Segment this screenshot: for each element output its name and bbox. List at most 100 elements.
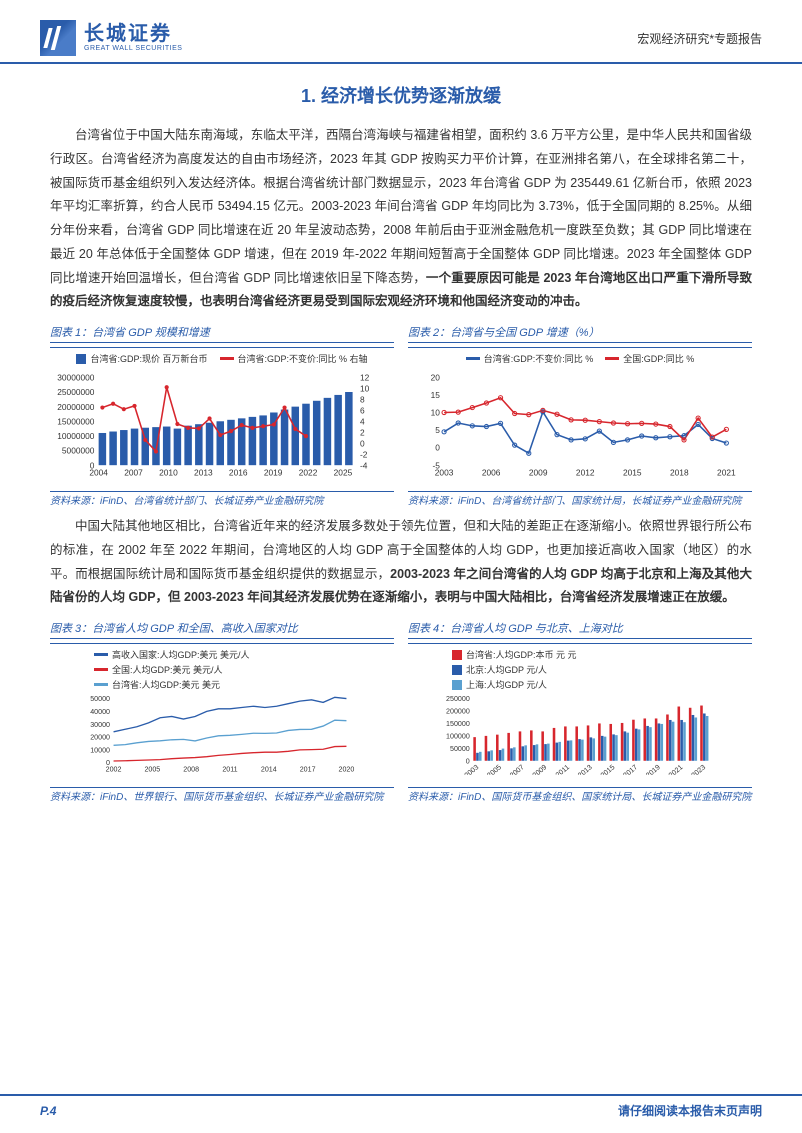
svg-text:50000: 50000 xyxy=(90,695,110,703)
svg-text:10: 10 xyxy=(360,383,370,393)
chart1-leg1: 台湾省:GDP:现价 百万新台币 xyxy=(90,352,207,365)
chart2-area: 台湾省:GDP:不变价:同比 % 全国:GDP:同比 % -505101520 … xyxy=(408,347,752,492)
svg-text:25000000: 25000000 xyxy=(57,387,95,397)
svg-text:6: 6 xyxy=(360,405,365,415)
footer-note: 请仔细阅读本报告末页声明 xyxy=(618,1102,762,1119)
chart3-svg: 01000020000300004000050000 2002200520082… xyxy=(54,695,390,775)
main-content: 1. 经济增长优势逐渐放缓 台湾省位于中国大陆东南海域，东临太平洋，西隔台湾海峡… xyxy=(0,64,802,805)
page-number: P.4 xyxy=(40,1104,56,1118)
chart1-svg: 0500000010000000150000002000000025000000… xyxy=(54,369,390,484)
para1-text: 台湾省位于中国大陆东南海域，东临太平洋，西隔台湾海峡与福建省相望，面积约 3.6… xyxy=(50,128,752,285)
chart4-legend: 台湾省:人均GDP:本币 元 元 北京:人均GDP 元/人 上海:人均GDP 元… xyxy=(412,648,748,691)
paragraph-1: 台湾省位于中国大陆东南海域，东临太平洋，西隔台湾海峡与福建省相望，面积约 3.6… xyxy=(50,124,752,314)
svg-text:-4: -4 xyxy=(360,460,368,470)
line-swatch xyxy=(94,683,108,686)
svg-text:2022: 2022 xyxy=(299,468,318,478)
svg-text:2017: 2017 xyxy=(622,763,639,775)
svg-text:2014: 2014 xyxy=(261,765,277,773)
bar-swatch xyxy=(452,680,462,690)
svg-text:2016: 2016 xyxy=(229,468,248,478)
svg-text:150000: 150000 xyxy=(446,720,470,728)
charts-row-1: 图表 1：台湾省 GDP 规模和增速 台湾省:GDP:现价 百万新台币 台湾省:… xyxy=(50,324,752,509)
chart1-title: 图表 1：台湾省 GDP 规模和增速 xyxy=(50,324,394,343)
chart1-source: 资料来源：iFinD、台湾省统计部门、长城证券产业金融研究院 xyxy=(50,495,394,509)
chart4-leg2: 北京:人均GDP 元/人 xyxy=(466,663,547,676)
svg-text:2015: 2015 xyxy=(599,763,616,775)
chart-4: 图表 4：台湾省人均 GDP 与北京、上海对比 台湾省:人均GDP:本币 元 元… xyxy=(408,620,752,805)
bar-swatch xyxy=(76,354,86,364)
chart4-leg3: 上海:人均GDP 元/人 xyxy=(466,678,547,691)
chart2-leg1: 台湾省:GDP:不变价:同比 % xyxy=(484,352,594,365)
svg-text:5: 5 xyxy=(435,425,440,435)
page-header: 长城证券 GREAT WALL SECURITIES 宏观经济研究*专题报告 xyxy=(0,0,802,64)
line-swatch xyxy=(466,357,480,360)
chart2-legend: 台湾省:GDP:不变价:同比 % 全国:GDP:同比 % xyxy=(412,352,748,365)
chart3-source: 资料来源：iFinD、世界银行、国际货币基金组织、长城证券产业金融研究院 xyxy=(50,791,394,805)
svg-text:2006: 2006 xyxy=(482,468,501,478)
chart2-source: 资料来源：iFinD、台湾省统计部门、国家统计局，长城证券产业金融研究院 xyxy=(408,495,752,509)
chart-1: 图表 1：台湾省 GDP 规模和增速 台湾省:GDP:现价 百万新台币 台湾省:… xyxy=(50,324,394,509)
chart4-source: 资料来源：iFinD、国际货币基金组织、国家统计局、长城证券产业金融研究院 xyxy=(408,791,752,805)
svg-text:2020: 2020 xyxy=(339,765,355,773)
svg-text:15000000: 15000000 xyxy=(57,416,95,426)
logo-icon xyxy=(40,20,76,56)
svg-text:2011: 2011 xyxy=(222,765,237,773)
svg-text:10000: 10000 xyxy=(90,746,110,754)
svg-text:20: 20 xyxy=(431,373,441,383)
chart-2: 图表 2：台湾省与全国 GDP 增速（%） 台湾省:GDP:不变价:同比 % 全… xyxy=(408,324,752,509)
header-category: 宏观经济研究*专题报告 xyxy=(637,30,762,47)
chart3-leg1: 高收入国家:人均GDP:美元 美元/人 xyxy=(112,648,250,661)
chart4-leg1: 台湾省:人均GDP:本币 元 元 xyxy=(466,648,577,661)
chart3-legend: 高收入国家:人均GDP:美元 美元/人 全国:人均GDP:美元 美元/人 台湾省… xyxy=(54,648,390,691)
chart3-leg2: 全国:人均GDP:美元 美元/人 xyxy=(112,663,223,676)
svg-text:20000: 20000 xyxy=(90,734,110,742)
chart4-svg: 050000100000150000200000250000 200320052… xyxy=(412,695,748,775)
chart3-leg3: 台湾省:人均GDP:美元 美元 xyxy=(112,678,220,691)
svg-text:100000: 100000 xyxy=(446,733,470,741)
bar-swatch xyxy=(452,650,462,660)
paragraph-2: 中国大陆其他地区相比，台湾省近年来的经济发展多数处于领先位置，但和大陆的差距正在… xyxy=(50,515,752,610)
chart4-area: 台湾省:人均GDP:本币 元 元 北京:人均GDP 元/人 上海:人均GDP 元… xyxy=(408,643,752,788)
svg-text:2009: 2009 xyxy=(529,468,548,478)
svg-text:40000: 40000 xyxy=(90,708,110,716)
line-swatch xyxy=(94,668,108,671)
chart-3: 图表 3：台湾省人均 GDP 和全国、高收入国家对比 高收入国家:人均GDP:美… xyxy=(50,620,394,805)
bar-swatch xyxy=(452,665,462,675)
svg-text:2013: 2013 xyxy=(194,468,213,478)
svg-text:2005: 2005 xyxy=(144,765,160,773)
svg-text:2021: 2021 xyxy=(717,468,736,478)
svg-text:8: 8 xyxy=(360,394,365,404)
svg-text:2018: 2018 xyxy=(670,468,689,478)
svg-text:200000: 200000 xyxy=(446,708,470,716)
svg-text:10: 10 xyxy=(431,408,441,418)
svg-text:12: 12 xyxy=(360,373,370,383)
chart1-legend: 台湾省:GDP:现价 百万新台币 台湾省:GDP:不变价:同比 % 右轴 xyxy=(54,352,390,365)
svg-text:2025: 2025 xyxy=(334,468,353,478)
svg-text:30000000: 30000000 xyxy=(57,373,95,383)
svg-text:20000000: 20000000 xyxy=(57,402,95,412)
svg-text:2: 2 xyxy=(360,427,365,437)
line-swatch xyxy=(605,357,619,360)
svg-text:2009: 2009 xyxy=(531,763,548,775)
chart2-title: 图表 2：台湾省与全国 GDP 增速（%） xyxy=(408,324,752,343)
chart2-svg: -505101520 2003200620092012201520182021 xyxy=(412,369,748,484)
svg-text:2010: 2010 xyxy=(159,468,178,478)
svg-text:2021: 2021 xyxy=(667,763,684,775)
svg-text:2012: 2012 xyxy=(576,468,595,478)
svg-text:2023: 2023 xyxy=(690,763,707,775)
svg-text:2008: 2008 xyxy=(183,765,199,773)
svg-text:0: 0 xyxy=(466,757,470,765)
svg-text:15: 15 xyxy=(431,390,441,400)
svg-text:2019: 2019 xyxy=(264,468,283,478)
svg-text:-2: -2 xyxy=(360,449,368,459)
line-swatch xyxy=(94,653,108,656)
svg-text:2007: 2007 xyxy=(124,468,143,478)
chart3-area: 高收入国家:人均GDP:美元 美元/人 全国:人均GDP:美元 美元/人 台湾省… xyxy=(50,643,394,788)
svg-text:2003: 2003 xyxy=(435,468,454,478)
page-footer: P.4 请仔细阅读本报告末页声明 xyxy=(0,1094,802,1119)
logo: 长城证券 GREAT WALL SECURITIES xyxy=(40,20,182,56)
svg-text:2013: 2013 xyxy=(576,763,593,775)
chart3-title: 图表 3：台湾省人均 GDP 和全国、高收入国家对比 xyxy=(50,620,394,639)
svg-text:0: 0 xyxy=(435,443,440,453)
svg-text:250000: 250000 xyxy=(446,695,470,703)
